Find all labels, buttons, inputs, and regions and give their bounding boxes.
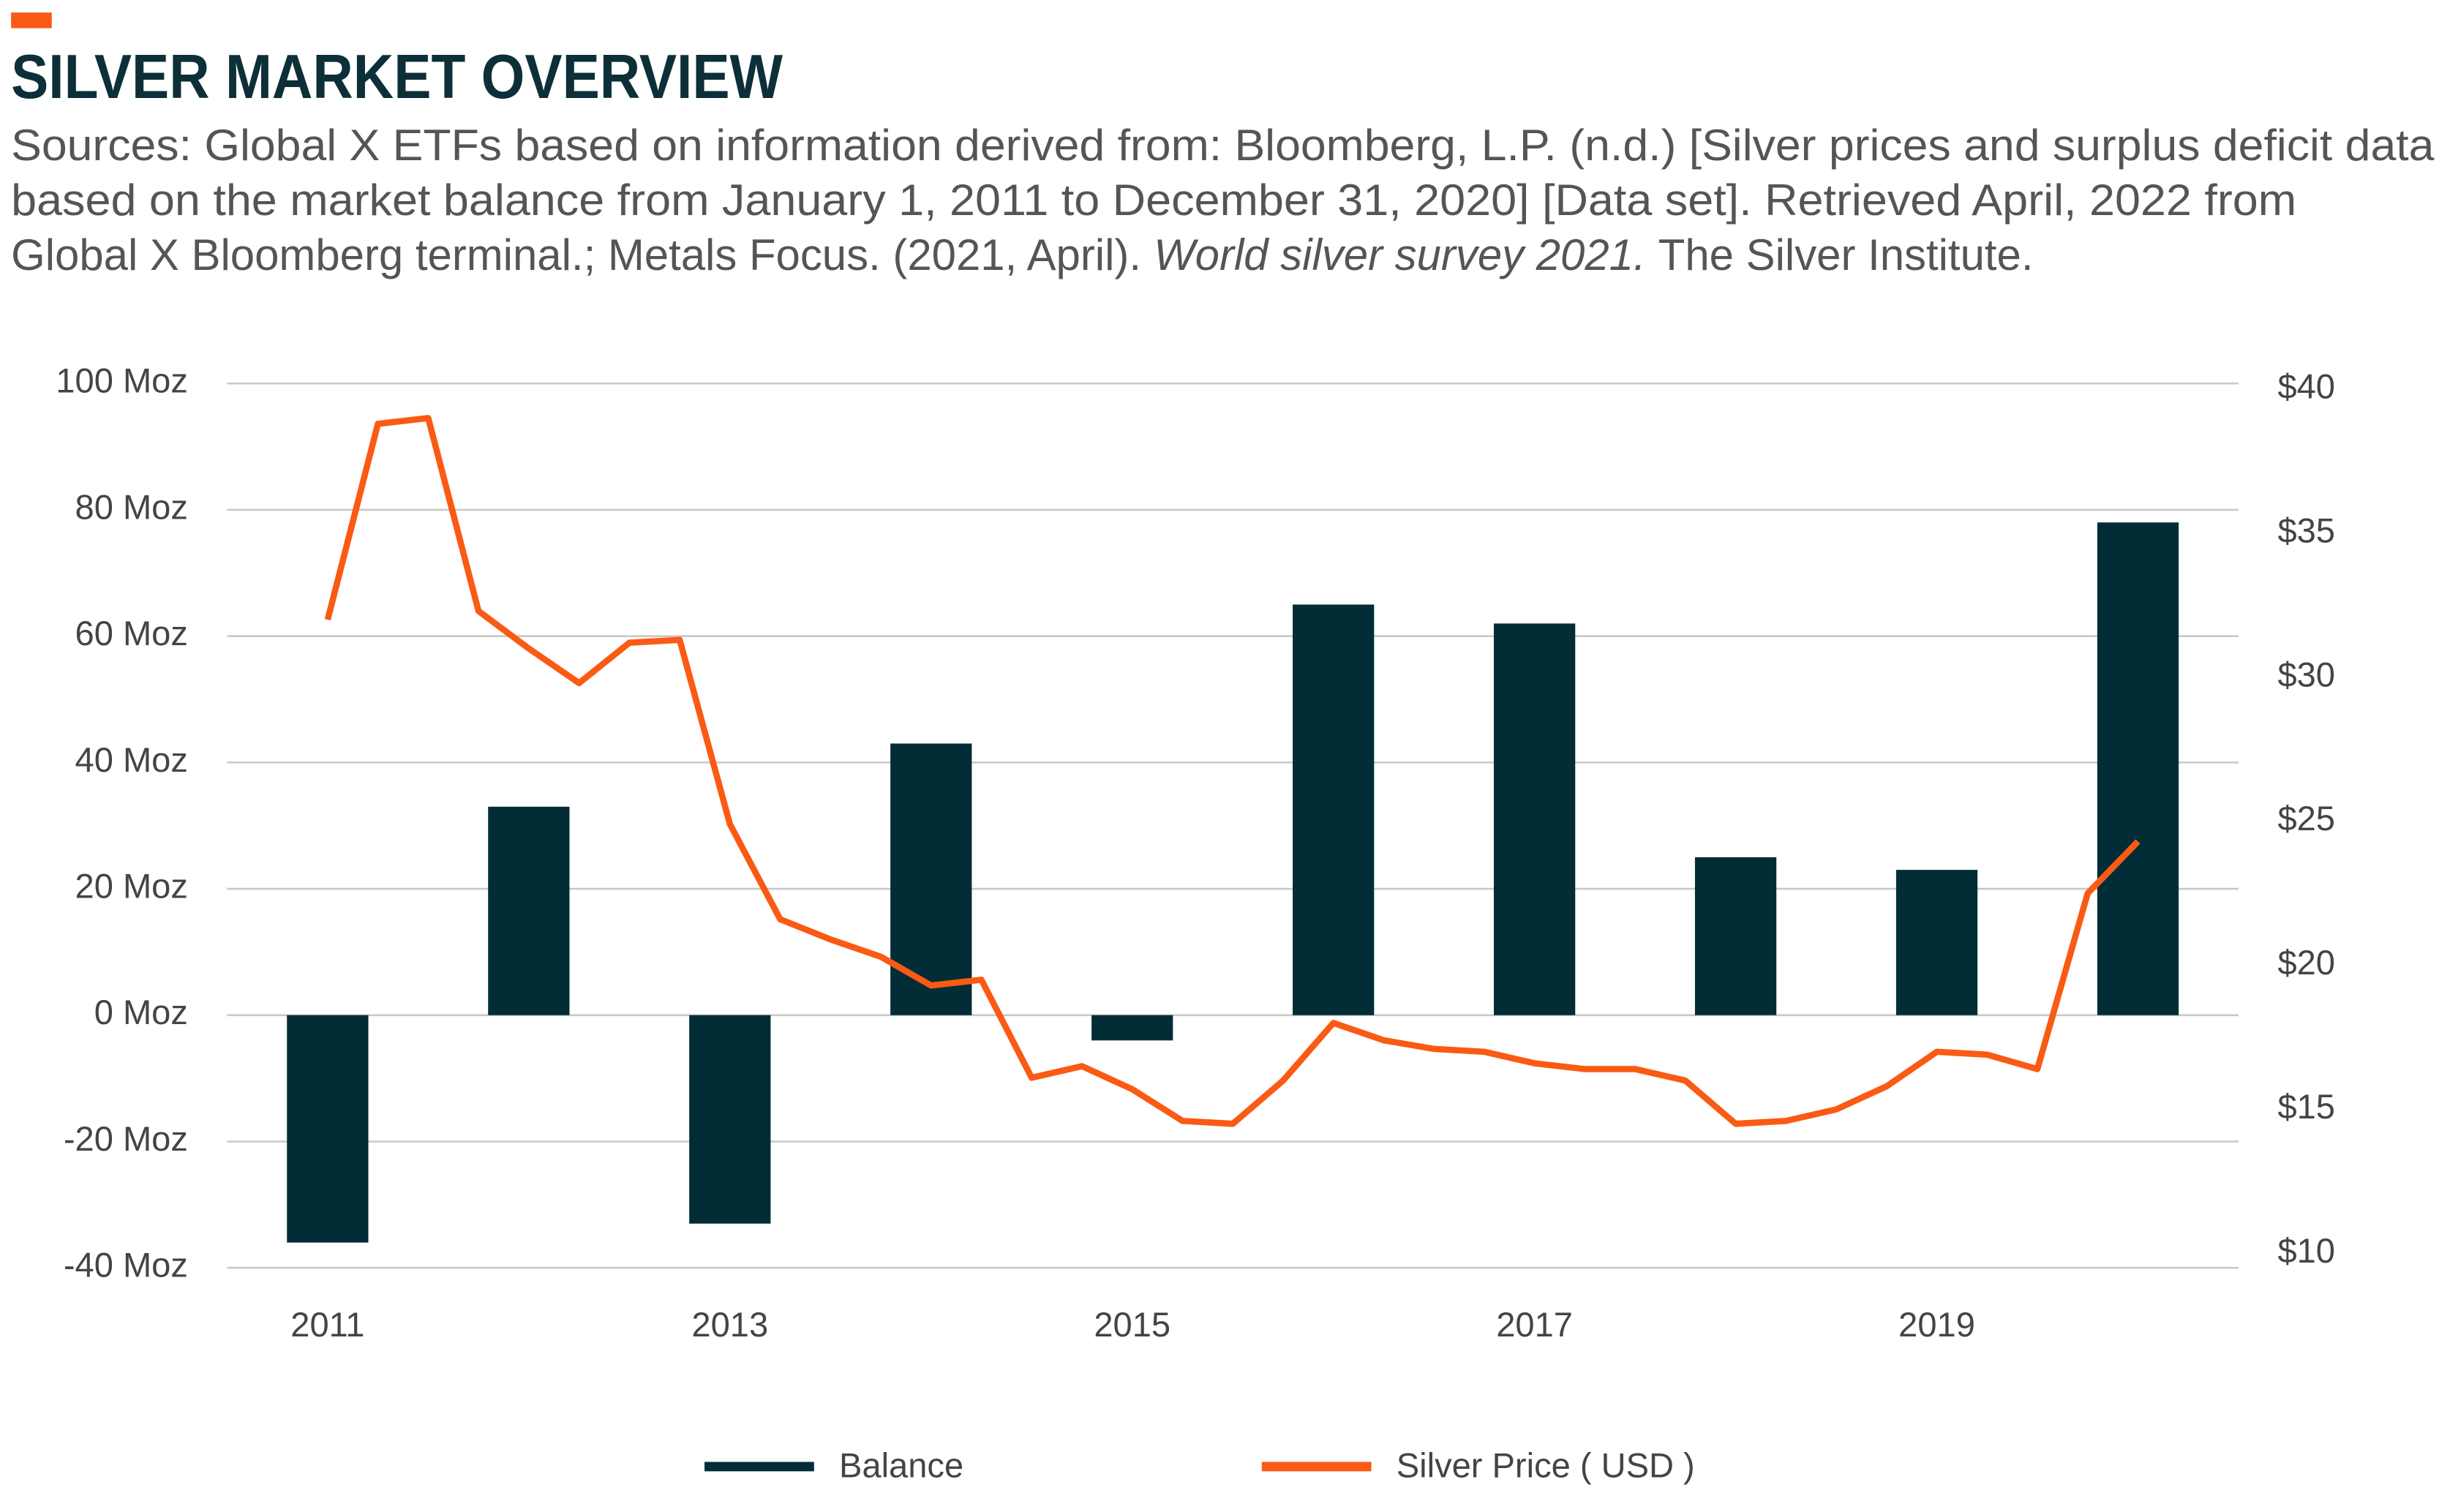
- bar: [890, 743, 972, 1015]
- bar: [2097, 522, 2179, 1015]
- bar: [1091, 1015, 1173, 1041]
- x-tick-label: 2011: [290, 1305, 364, 1344]
- bar: [287, 1015, 369, 1243]
- x-tick-label: 2017: [1496, 1305, 1573, 1344]
- x-tick-label: 2013: [691, 1305, 768, 1344]
- bar: [1895, 870, 1978, 1015]
- chart-title: SILVER MARKET OVERVIEW: [11, 42, 783, 112]
- y-tick-label: -20 Moz: [64, 1119, 188, 1158]
- subtitle-part: The Silver Institute.: [1658, 230, 2034, 279]
- bar: [1493, 623, 1576, 1015]
- y2-tick-label: $20: [2277, 943, 2335, 982]
- bar: [689, 1015, 771, 1224]
- bar: [1293, 604, 1375, 1015]
- accent-bar: [11, 12, 52, 29]
- x-tick-label: 2015: [1094, 1305, 1170, 1344]
- y2-tick-label: $25: [2277, 799, 2335, 838]
- y2-tick-label: $30: [2277, 655, 2335, 693]
- y-tick-label: 100 Moz: [56, 361, 188, 400]
- x-tick-label: 2019: [1898, 1305, 1975, 1344]
- subtitle-line: based on the market balance from January…: [11, 176, 2296, 225]
- legend-label: Silver Price ( USD ): [1397, 1446, 1695, 1485]
- price-line: [324, 415, 2141, 1127]
- subtitle-part: Global X Bloomberg terminal.; Metals Foc…: [11, 230, 1141, 279]
- bar: [1694, 857, 1777, 1015]
- y-tick-label: -40 Moz: [64, 1246, 188, 1285]
- subtitle-line: Sources: Global X ETFs based on informat…: [11, 121, 2435, 170]
- subtitle-line: Global X Bloomberg terminal.; Metals Foc…: [11, 230, 2033, 279]
- y2-tick-label: $40: [2277, 367, 2335, 406]
- y-tick-label: 60 Moz: [75, 614, 188, 652]
- y2-tick-label: $10: [2277, 1231, 2335, 1270]
- bar: [488, 806, 570, 1015]
- y-tick-label: 80 Moz: [75, 487, 188, 526]
- y-tick-label: 0 Moz: [94, 993, 188, 1031]
- subtitle-italic: World silver survey 2021.: [1154, 230, 1646, 279]
- legend-label: Balance: [839, 1446, 963, 1485]
- y-tick-label: 20 Moz: [75, 867, 188, 906]
- y2-tick-label: $15: [2277, 1087, 2335, 1126]
- y2-tick-label: $35: [2277, 511, 2335, 549]
- y-tick-label: 40 Moz: [75, 740, 188, 779]
